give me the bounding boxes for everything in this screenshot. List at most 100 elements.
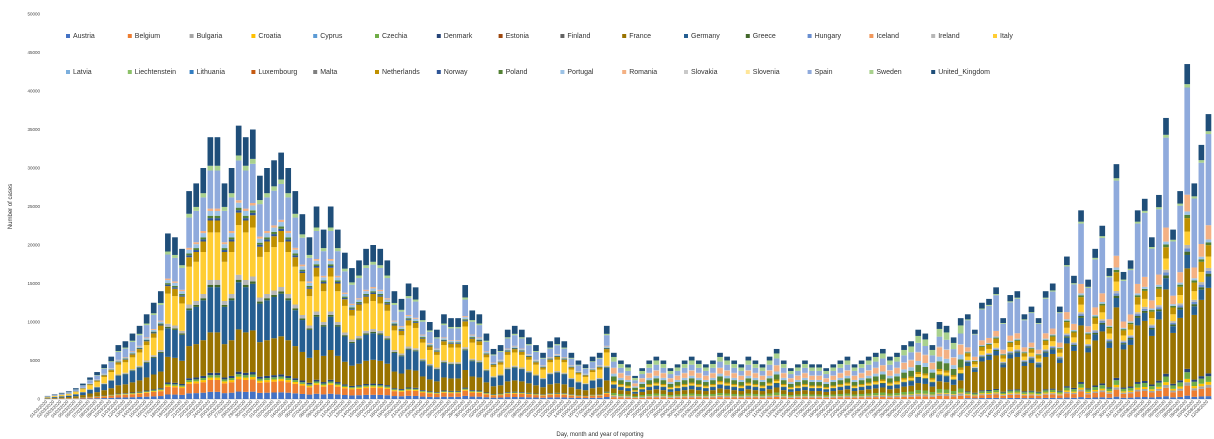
bar-segment xyxy=(1134,315,1141,318)
bar-segment xyxy=(1170,304,1176,306)
bar-segment xyxy=(929,355,936,363)
bar-segment xyxy=(1141,310,1148,313)
bar-segment xyxy=(186,381,192,384)
bar-segment xyxy=(115,385,122,394)
bar-segment xyxy=(221,261,228,301)
bar-segment xyxy=(504,368,511,370)
legend-label: Portugal xyxy=(567,69,594,76)
bar-segment xyxy=(547,358,553,360)
bar-segment xyxy=(122,394,129,395)
bar-segment xyxy=(1028,342,1035,348)
bar-segment xyxy=(837,396,844,398)
legend-label: Hungary xyxy=(815,33,842,40)
bar-segment xyxy=(370,387,376,395)
bar-segment xyxy=(802,373,808,378)
bar-segment xyxy=(809,375,815,380)
bar-segment xyxy=(278,152,284,180)
bar-segment xyxy=(186,304,192,309)
bar-segment xyxy=(865,385,872,390)
bar-segment xyxy=(165,283,171,285)
bar-segment xyxy=(851,370,858,376)
bar-segment xyxy=(320,383,327,386)
bar-segment xyxy=(972,334,978,357)
bar-segment xyxy=(448,362,454,364)
bar-segment xyxy=(540,369,546,378)
bar-segment xyxy=(349,343,355,366)
bar-segment xyxy=(908,396,914,399)
bar-stack xyxy=(115,345,122,399)
bar-segment xyxy=(646,394,653,396)
bar-segment xyxy=(172,357,178,383)
bar-segment xyxy=(157,390,164,392)
bar-segment xyxy=(122,357,129,358)
bar-segment xyxy=(1113,298,1120,308)
bar-segment xyxy=(504,329,511,338)
bar-segment xyxy=(356,339,362,364)
bar-stack xyxy=(901,345,907,399)
bar-segment xyxy=(398,328,405,330)
bar-segment xyxy=(759,388,766,392)
bar-segment xyxy=(242,372,249,376)
bar-segment xyxy=(681,397,688,399)
bar-segment xyxy=(1113,281,1120,291)
bar-segment xyxy=(950,394,957,397)
bar-segment xyxy=(143,392,150,393)
bar-segment xyxy=(58,392,65,394)
bar-segment xyxy=(334,382,341,384)
bar-segment xyxy=(214,332,221,373)
bar-segment xyxy=(242,215,249,219)
bar-segment xyxy=(526,371,532,373)
bar-segment xyxy=(540,379,546,388)
bar-segment xyxy=(349,284,355,304)
bar-segment xyxy=(136,352,143,366)
bar-segment xyxy=(320,277,327,281)
bar-segment xyxy=(561,384,568,394)
bar-segment xyxy=(1099,331,1106,384)
bar-stack xyxy=(710,360,716,399)
bar-segment xyxy=(356,338,362,340)
bar-segment xyxy=(313,227,320,231)
bar-segment xyxy=(752,377,759,381)
bar-segment xyxy=(1163,384,1169,388)
bar-segment xyxy=(1191,280,1198,283)
bar-segment xyxy=(285,233,292,238)
bar-segment xyxy=(1156,207,1162,210)
bar-segment xyxy=(356,387,362,389)
bar-segment xyxy=(1191,282,1198,292)
bar-segment xyxy=(667,382,674,384)
bar-segment xyxy=(802,360,808,364)
bar-segment xyxy=(292,249,299,254)
bar-segment xyxy=(426,350,433,364)
bar-segment xyxy=(511,346,518,348)
bar-segment xyxy=(611,392,617,396)
bar-segment xyxy=(172,285,178,288)
bar-segment xyxy=(1177,386,1183,389)
bar-segment xyxy=(1021,356,1028,361)
bar-segment xyxy=(469,342,476,359)
bar-segment xyxy=(207,215,214,219)
bar-stack xyxy=(327,206,334,399)
bar-segment xyxy=(462,297,469,300)
bar-segment xyxy=(540,352,546,358)
bar-stack xyxy=(1177,191,1183,399)
bar-segment xyxy=(986,389,992,391)
bar-segment xyxy=(193,261,200,301)
bar-segment xyxy=(1198,376,1205,379)
bar-stack xyxy=(717,352,723,399)
bar-segment xyxy=(327,231,334,259)
bar-segment xyxy=(745,382,752,384)
bar-segment xyxy=(419,310,426,321)
bar-stack xyxy=(731,360,738,399)
bar-segment xyxy=(462,389,469,391)
bar-stack xyxy=(526,337,532,399)
bar-segment xyxy=(292,217,299,248)
bar-segment xyxy=(710,394,716,396)
bar-segment xyxy=(1134,383,1141,388)
bar-segment xyxy=(639,374,645,379)
bar-segment xyxy=(511,367,518,381)
bar-segment xyxy=(1184,87,1191,195)
bar-stack xyxy=(94,372,100,399)
bar-segment xyxy=(228,375,235,378)
bar-segment xyxy=(1092,317,1099,324)
bar-segment xyxy=(1205,381,1212,385)
